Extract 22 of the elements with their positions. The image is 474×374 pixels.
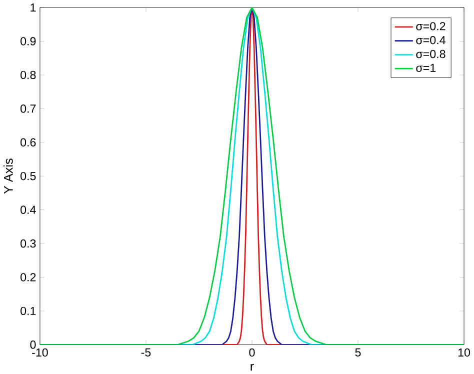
x-tick-label: 0 — [249, 348, 255, 357]
x-tick-label: -10 — [32, 348, 48, 357]
y-axis-title: Y Axis — [4, 158, 13, 194]
legend-label: σ=0.8 — [416, 50, 446, 58]
y-tick-label: 0.9 — [20, 37, 36, 46]
x-tick-label: -5 — [141, 348, 151, 356]
x-tick-label: 5 — [355, 348, 361, 356]
y-tick-label: 0.5 — [20, 172, 36, 180]
x-axis-title: r — [250, 364, 254, 371]
y-tick-label: 0.7 — [20, 104, 36, 113]
y-tick-label: 1 — [30, 3, 36, 12]
y-tick-label: 0.8 — [20, 70, 36, 79]
legend-label: σ=0.4 — [416, 36, 446, 44]
x-tick-label: 10 — [458, 348, 470, 357]
y-tick-label: 0.1 — [20, 306, 36, 315]
legend-label: σ=0.2 — [416, 22, 446, 30]
legend-label: σ=1 — [416, 64, 436, 72]
y-tick-label: 0.3 — [20, 239, 36, 248]
y-tick-label: 0.4 — [20, 206, 36, 214]
y-tick-label: 0.6 — [20, 138, 36, 146]
y-tick-label: 0.2 — [20, 273, 36, 282]
y-tick-label: 0 — [30, 340, 36, 349]
